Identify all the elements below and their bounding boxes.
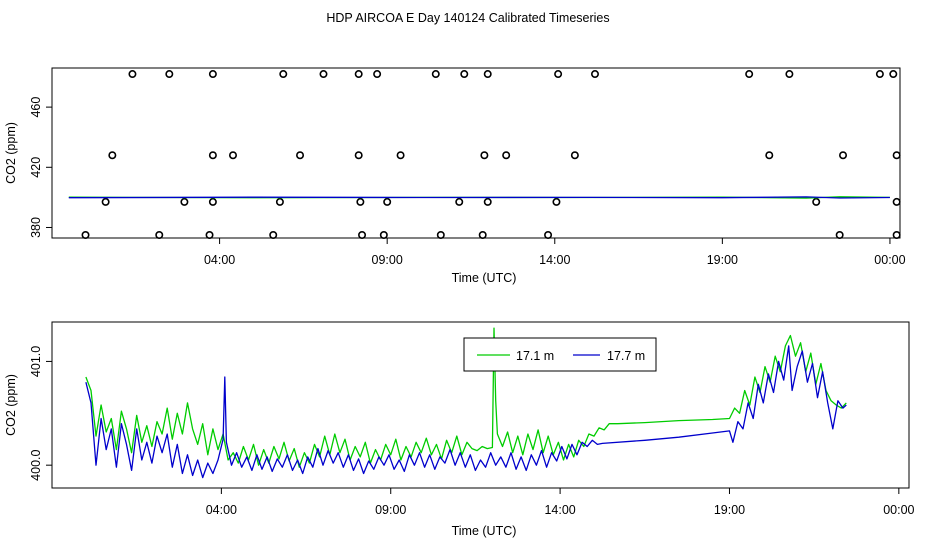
calibration-point bbox=[839, 151, 848, 160]
calibration-point bbox=[354, 70, 363, 79]
bottom-panel: 04:00 09:00 14:00 19:00 00:00 400.0 401.0 Tim… bbox=[4, 321, 915, 538]
calibration-point bbox=[554, 70, 563, 79]
x-tick-label: 19:00 bbox=[707, 253, 738, 267]
bottom-x-axis: 04:00 09:00 14:00 19:00 00:00 bbox=[206, 488, 915, 517]
y-tick-label: 380 bbox=[29, 217, 43, 238]
calibration-point bbox=[544, 230, 553, 239]
calibration-point bbox=[431, 70, 440, 79]
x-tick-label: 19:00 bbox=[714, 503, 745, 517]
calibration-point bbox=[373, 70, 382, 79]
calibration-point bbox=[383, 197, 392, 206]
bottom-x-axis-label: Time (UTC) bbox=[452, 524, 517, 538]
bottom-y-axis-label: CO2 (ppm) bbox=[4, 374, 18, 436]
y-tick-label: 460 bbox=[29, 97, 43, 118]
calibration-point bbox=[875, 70, 884, 79]
calibration-point bbox=[101, 197, 110, 206]
calibration-point bbox=[81, 230, 90, 239]
x-tick-label: 14:00 bbox=[539, 253, 570, 267]
legend-label-17-1m: 17.1 m bbox=[516, 349, 554, 363]
chart-title: HDP AIRCOA E Day 140124 Calibrated Times… bbox=[326, 11, 609, 25]
series-line-17-7-m bbox=[85, 345, 847, 479]
calibration-point bbox=[460, 70, 469, 79]
x-tick-label: 04:00 bbox=[206, 503, 237, 517]
calibration-point bbox=[319, 70, 328, 79]
calibration-point bbox=[436, 230, 445, 239]
calibration-point bbox=[552, 197, 561, 206]
calibration-point bbox=[155, 230, 164, 239]
calibration-point bbox=[358, 230, 367, 239]
legend: 17.1 m 17.7 m bbox=[463, 337, 657, 372]
top-plot-marks bbox=[68, 70, 901, 239]
series-line-17-1-m bbox=[85, 327, 847, 468]
calibration-point bbox=[889, 70, 898, 79]
calibration-point bbox=[892, 197, 901, 206]
calibration-point bbox=[356, 197, 365, 206]
y-tick-label: 420 bbox=[29, 157, 43, 178]
bottom-y-axis: 400.0 401.0 bbox=[29, 346, 52, 481]
x-tick-label: 14:00 bbox=[544, 503, 575, 517]
top-x-axis-label: Time (UTC) bbox=[452, 271, 517, 285]
calibration-point bbox=[228, 151, 237, 160]
calibration-point bbox=[180, 197, 189, 206]
calibration-point bbox=[892, 230, 901, 239]
bottom-plot-marks bbox=[85, 327, 847, 479]
calibration-point bbox=[208, 197, 217, 206]
top-plot-frame bbox=[51, 67, 901, 239]
bottom-plot-frame bbox=[51, 321, 910, 489]
calibration-point bbox=[379, 230, 388, 239]
calibration-point bbox=[205, 230, 214, 239]
calibration-point bbox=[570, 151, 579, 160]
calibration-point bbox=[483, 70, 492, 79]
calibration-point bbox=[483, 197, 492, 206]
y-tick-label: 400.0 bbox=[29, 449, 43, 480]
calibration-point bbox=[165, 70, 174, 79]
top-panel: 04:00 09:00 14:00 19:00 00:00 380 420 460 Time… bbox=[4, 67, 906, 285]
calibration-point bbox=[502, 151, 511, 160]
calibration-point bbox=[128, 70, 137, 79]
calibration-point bbox=[269, 230, 278, 239]
calibration-point bbox=[480, 151, 489, 160]
calibration-point bbox=[208, 70, 217, 79]
calibration-point bbox=[478, 230, 487, 239]
x-tick-label: 00:00 bbox=[874, 253, 905, 267]
calibration-point bbox=[892, 151, 901, 160]
calibration-point bbox=[765, 151, 774, 160]
x-tick-label: 09:00 bbox=[375, 503, 406, 517]
calibration-point bbox=[275, 197, 284, 206]
calibration-point bbox=[745, 70, 754, 79]
x-tick-label: 04:00 bbox=[204, 253, 235, 267]
top-x-axis: 04:00 09:00 14:00 19:00 00:00 bbox=[204, 238, 906, 267]
calibration-point bbox=[354, 151, 363, 160]
top-y-axis-label: CO2 (ppm) bbox=[4, 122, 18, 184]
calibration-point bbox=[296, 151, 305, 160]
calibration-point bbox=[208, 151, 217, 160]
series-line-17-7-m bbox=[68, 196, 890, 199]
calibration-point bbox=[108, 151, 117, 160]
legend-label-17-7m: 17.7 m bbox=[607, 349, 645, 363]
x-tick-label: 09:00 bbox=[372, 253, 403, 267]
calibration-point bbox=[396, 151, 405, 160]
calibration-point bbox=[455, 197, 464, 206]
calibration-point bbox=[785, 70, 794, 79]
top-y-axis: 380 420 460 bbox=[29, 97, 52, 238]
calibration-point bbox=[835, 230, 844, 239]
x-tick-label: 00:00 bbox=[883, 503, 914, 517]
calibration-point bbox=[590, 70, 599, 79]
calibration-point bbox=[279, 70, 288, 79]
y-tick-label: 401.0 bbox=[29, 346, 43, 377]
calibration-point bbox=[812, 197, 821, 206]
